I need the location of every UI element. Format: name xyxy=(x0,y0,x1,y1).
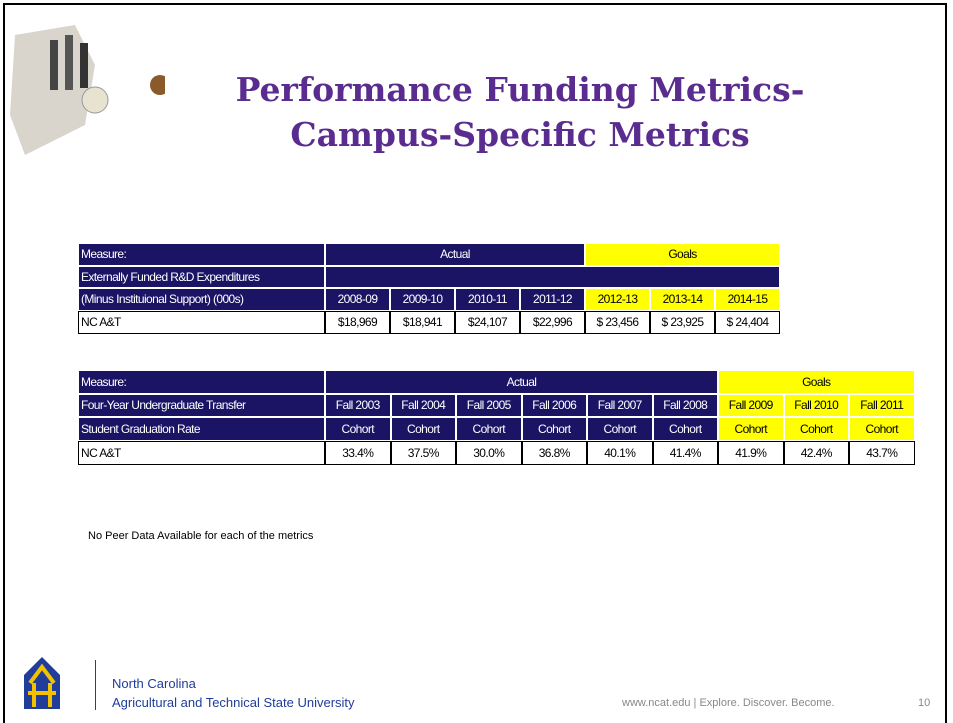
column-label: Cohort xyxy=(718,417,784,441)
column-label: 2012-13 xyxy=(585,288,650,311)
group-header: Actual xyxy=(325,370,718,394)
blank-cell xyxy=(325,266,780,289)
column-label: 2009-10 xyxy=(390,288,455,311)
header-art xyxy=(5,5,165,165)
value-cell: $18,969 xyxy=(325,311,390,335)
column-label: Fall 2011 xyxy=(849,394,915,418)
column-label: Cohort xyxy=(784,417,850,441)
column-label: Fall 2003 xyxy=(325,394,391,418)
tagline: www.ncat.edu | Explore. Discover. Become… xyxy=(622,697,835,709)
column-label: Fall 2008 xyxy=(653,394,719,418)
column-label: Cohort xyxy=(849,417,915,441)
value-cell: $ 23,925 xyxy=(650,311,715,335)
value-cell: $24,107 xyxy=(455,311,520,335)
value-cell: $22,996 xyxy=(520,311,585,335)
title-line: Campus-Specific Metrics xyxy=(170,115,870,154)
measure-name: Four-Year Undergraduate Transfer xyxy=(78,394,325,418)
measure-name: (Minus Instituional Support) (000s) xyxy=(78,288,325,311)
column-label: 2014-15 xyxy=(715,288,780,311)
value-cell: 30.0% xyxy=(456,441,522,466)
column-label: Cohort xyxy=(522,417,588,441)
measure-label: Measure: xyxy=(78,243,325,266)
group-header: Goals xyxy=(718,370,915,394)
column-label: Cohort xyxy=(587,417,653,441)
value-cell: $ 24,404 xyxy=(715,311,780,335)
column-label: 2011-12 xyxy=(520,288,585,311)
column-label: Fall 2005 xyxy=(456,394,522,418)
column-label: 2010-11 xyxy=(455,288,520,311)
column-label: Cohort xyxy=(456,417,522,441)
column-label: Fall 2006 xyxy=(522,394,588,418)
value-cell: 42.4% xyxy=(784,441,850,466)
measure-label: Measure: xyxy=(78,370,325,394)
group-header: Actual xyxy=(325,243,585,266)
row-label: NC A&T xyxy=(78,441,325,466)
column-label: Cohort xyxy=(391,417,457,441)
value-cell: 43.7% xyxy=(849,441,915,466)
value-cell: 41.9% xyxy=(718,441,784,466)
value-cell: $18,941 xyxy=(390,311,455,335)
org-name: Agricultural and Technical State Univers… xyxy=(112,695,355,710)
value-cell: 40.1% xyxy=(587,441,653,466)
title-line: Performance Funding Metrics- xyxy=(170,70,870,109)
divider xyxy=(95,660,96,710)
value-cell: 41.4% xyxy=(653,441,719,466)
note: No Peer Data Available for each of the m… xyxy=(88,530,313,542)
value-cell: 37.5% xyxy=(391,441,457,466)
column-label: Cohort xyxy=(653,417,719,441)
value-cell: 36.8% xyxy=(522,441,588,466)
column-label: Fall 2009 xyxy=(718,394,784,418)
row-label: NC A&T xyxy=(78,311,325,335)
logo xyxy=(20,655,64,711)
group-header: Goals xyxy=(585,243,780,266)
org-name: North Carolina xyxy=(112,676,196,691)
column-label: Fall 2010 xyxy=(784,394,850,418)
column-label: 2008-09 xyxy=(325,288,390,311)
column-label: Cohort xyxy=(325,417,391,441)
column-label: Fall 2004 xyxy=(391,394,457,418)
page-number: 10 xyxy=(918,697,930,709)
value-cell: 33.4% xyxy=(325,441,391,466)
column-label: Fall 2007 xyxy=(587,394,653,418)
measure-name: Student Graduation Rate xyxy=(78,417,325,441)
measure-name: Externally Funded R&D Expenditures xyxy=(78,266,325,289)
column-label: 2013-14 xyxy=(650,288,715,311)
value-cell: $ 23,456 xyxy=(585,311,650,335)
slide: Performance Funding Metrics- Campus-Spec… xyxy=(0,0,953,721)
